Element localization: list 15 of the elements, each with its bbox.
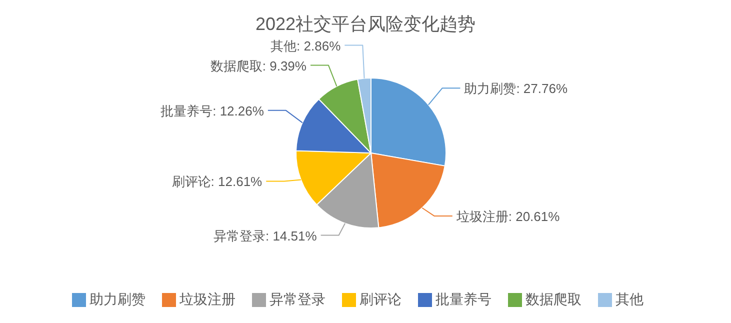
data-label: 垃圾注册: 20.61% — [455, 209, 560, 224]
legend-label: 数据爬取 — [526, 291, 582, 307]
legend-label: 垃圾注册 — [180, 291, 236, 307]
legend-label: 刷评论 — [360, 291, 402, 307]
legend-label: 其他 — [616, 291, 644, 307]
legend-label: 助力刷赞 — [90, 291, 146, 307]
data-label: 刷评论: 12.61% — [172, 174, 263, 190]
data-label: 异常登录: 14.51% — [213, 228, 318, 244]
legend-label: 异常登录 — [270, 291, 326, 307]
legend-label: 批量养号 — [436, 291, 492, 307]
data-label: 数据爬取: 9.39% — [210, 58, 307, 74]
data-label: 其他: 2.86% — [270, 38, 342, 54]
data-label: 批量养号: 12.26% — [160, 103, 264, 118]
chart-title: 2022社交平台风险变化趋势 — [254, 13, 477, 36]
data-label: 助力刷赞: 27.76% — [464, 81, 568, 96]
